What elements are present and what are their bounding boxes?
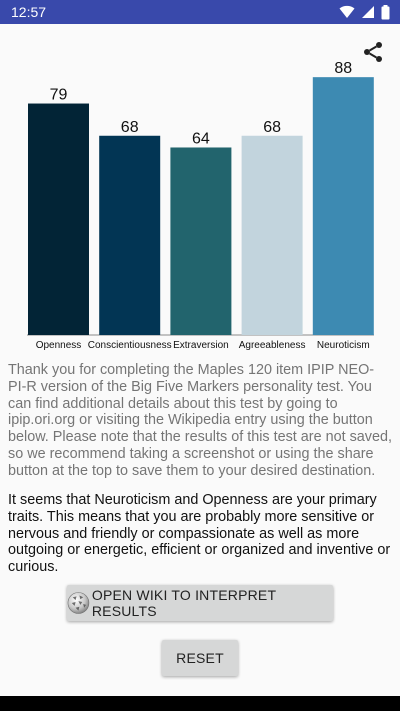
status-icons [339,4,390,20]
reset-button[interactable]: RESET [162,640,238,676]
result-text: It seems that Neuroticism and Openness a… [8,492,391,576]
category-label-agreeableness: Agreeableness [239,340,306,351]
status-bar: 12:57 [0,0,400,24]
share-button[interactable] [361,40,385,64]
wikipedia-globe-icon [67,592,90,614]
category-label-extraversion: Extraversion [173,340,229,351]
reset-label: RESET [176,650,224,666]
battery-icon [381,4,390,19]
status-time: 12:57 [11,4,47,20]
value-label-neuroticism: 88 [334,60,352,77]
value-label-openness: 79 [50,87,68,104]
value-label-agreeableness: 68 [263,119,281,136]
bar-agreeableness [241,135,303,335]
open-wiki-button[interactable]: OPEN WIKI TO INTERPRET RESULTS [67,585,333,621]
bar-chart: 79 Openness 68 Conscientiousness 64 Extravers… [27,60,374,351]
bar-openness [28,103,89,335]
category-label-conscientiousness: Conscientiousness [88,340,172,351]
bar-extraversion [170,147,232,335]
signal-icon [362,6,374,18]
category-label-neuroticism: Neuroticism [317,340,370,351]
wifi-icon [339,5,355,18]
value-label-extraversion: 64 [192,130,210,147]
navigation-bar [0,696,400,711]
share-icon [364,42,382,62]
open-wiki-label: OPEN WIKI TO INTERPRET RESULTS [91,587,276,619]
bar-neuroticism [312,77,374,335]
bar-conscientiousness [99,135,161,335]
category-label-openness: Openness [36,340,82,351]
description-text: Thank you for completing the Maples 120 … [8,362,392,479]
value-label-conscientiousness: 68 [121,119,139,136]
